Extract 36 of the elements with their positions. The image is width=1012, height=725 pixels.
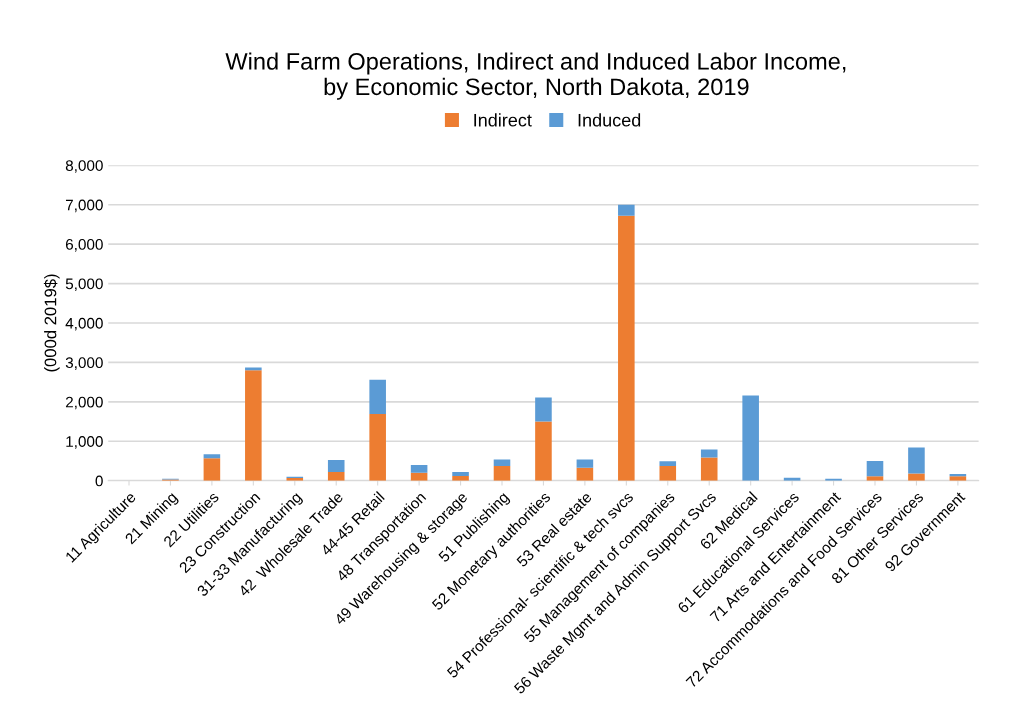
chart-title: Wind Farm Operations, Indirect and Induced Labor Income, by Economic Sector, North Dakota, 2019 xyxy=(225,52,846,100)
bar xyxy=(700,449,718,458)
bar xyxy=(618,204,635,216)
bar xyxy=(908,447,925,474)
y-axis-title: (000d 2019$) xyxy=(43,274,60,372)
y-tick-label: 6,000 xyxy=(65,239,103,252)
y-tick-label: 0 xyxy=(95,475,103,487)
bar xyxy=(866,460,884,477)
y-tick-label: 8,000 xyxy=(65,160,103,173)
y-tick-label: 7,000 xyxy=(65,199,103,213)
legend-label: Indirect xyxy=(474,113,532,127)
bar xyxy=(327,459,345,472)
y-tick-label: 2,000 xyxy=(65,396,103,410)
bar xyxy=(659,466,677,481)
bar xyxy=(618,215,635,481)
legend-label: Induced xyxy=(578,113,641,127)
y-tick-label: 3,000 xyxy=(65,357,103,370)
bar xyxy=(327,472,345,481)
bar xyxy=(700,457,718,481)
bar xyxy=(535,397,552,422)
bar xyxy=(535,421,552,481)
bar xyxy=(203,458,221,481)
bar xyxy=(493,459,511,467)
y-tick-label: 4,000 xyxy=(65,317,103,331)
bar xyxy=(369,379,386,415)
bar xyxy=(369,414,386,481)
bar xyxy=(493,466,511,481)
y-tick-label: 1,000 xyxy=(66,436,103,449)
bar xyxy=(576,459,594,468)
bar xyxy=(659,461,677,467)
y-tick-label: 5,000 xyxy=(65,278,103,292)
bar xyxy=(410,464,428,473)
bar xyxy=(245,370,262,481)
bar xyxy=(742,395,759,481)
bar xyxy=(203,454,221,459)
bar xyxy=(452,472,469,476)
